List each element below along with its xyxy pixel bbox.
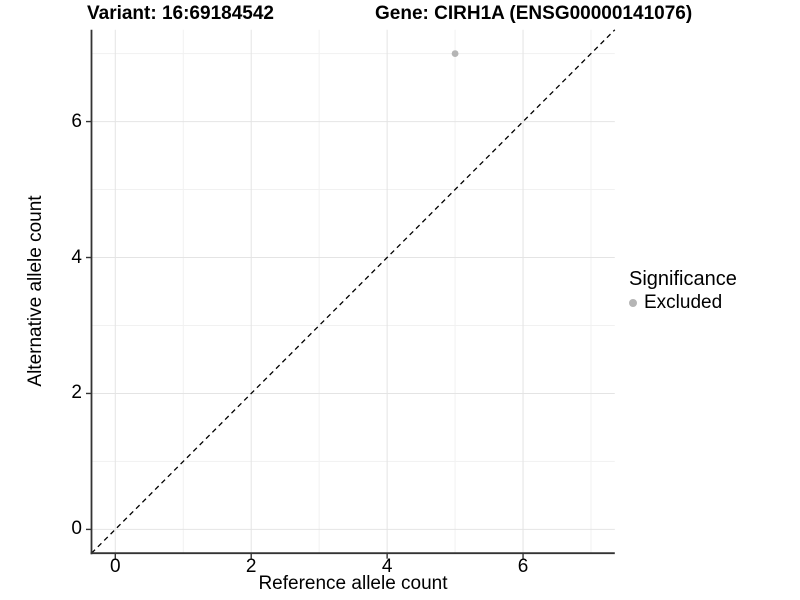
x-tick-label: 4 (381, 556, 393, 578)
legend-title: Significance (629, 268, 737, 290)
legend-entry-label: Excluded (644, 292, 723, 313)
x-axis-title: Reference allele count (258, 573, 448, 594)
y-axis-title: Alternative allele count (25, 195, 46, 387)
plot-title-variant: Variant: 16:69184542 (87, 3, 274, 24)
legend-entry-excluded: Excluded (629, 292, 737, 313)
y-tick-label: 4 (71, 246, 82, 268)
legend: Significance Excluded (629, 268, 737, 313)
x-tick-label: 2 (245, 556, 257, 578)
y-tick-label: 0 (71, 518, 82, 540)
plot-title-gene: Gene: CIRH1A (ENSG00000141076) (375, 3, 693, 24)
data-point (451, 50, 459, 57)
x-tick-label: 0 (109, 556, 121, 578)
identity-line (91, 29, 616, 554)
y-tick-label: 6 (71, 110, 82, 132)
x-tick-label: 6 (517, 556, 529, 578)
y-tick-label: 2 (71, 382, 82, 404)
excluded-point-icon (629, 299, 637, 307)
